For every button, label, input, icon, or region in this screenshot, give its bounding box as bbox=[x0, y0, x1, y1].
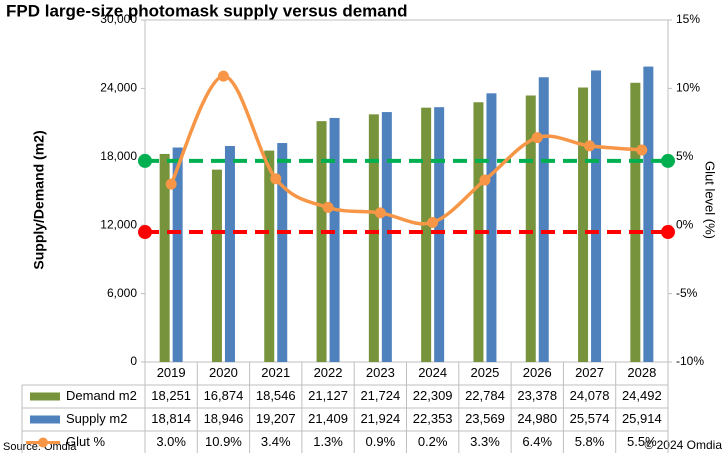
y-tick-label: 24,000 bbox=[100, 81, 137, 95]
y-tick-label: 30,000 bbox=[100, 12, 137, 26]
line-marker bbox=[636, 144, 648, 156]
x-tick-label: 2028 bbox=[627, 365, 656, 380]
bar bbox=[264, 150, 275, 362]
y2-tick-label: 10% bbox=[676, 81, 700, 95]
x-tick-label: 2027 bbox=[575, 365, 604, 380]
table-value: 18,814 bbox=[151, 411, 191, 426]
line-marker bbox=[165, 178, 177, 190]
reference-end bbox=[661, 153, 675, 168]
table-value: 3.3% bbox=[470, 434, 500, 449]
table-value: 24,078 bbox=[570, 388, 610, 403]
bar bbox=[434, 107, 445, 362]
line-marker bbox=[531, 132, 543, 144]
table-value: 23,569 bbox=[465, 411, 505, 426]
bar bbox=[172, 147, 183, 362]
bar bbox=[630, 82, 641, 362]
line-marker bbox=[217, 70, 229, 82]
legend-swatch bbox=[30, 415, 60, 424]
table-value: 23,378 bbox=[517, 388, 557, 403]
bar bbox=[421, 107, 432, 362]
x-tick-label: 2026 bbox=[523, 365, 552, 380]
table-value: 21,409 bbox=[308, 411, 348, 426]
y-tick-label: 12,000 bbox=[100, 217, 137, 231]
y2-tick-label: 0% bbox=[676, 217, 694, 231]
y2-axis-label: Glut level (%) bbox=[703, 161, 718, 239]
x-tick-label: 2025 bbox=[470, 365, 499, 380]
bar bbox=[591, 70, 602, 363]
y2-tick-label: 5% bbox=[676, 149, 694, 163]
table-value: 16,874 bbox=[204, 388, 244, 403]
table-value: 19,207 bbox=[256, 411, 296, 426]
table-value: 24,492 bbox=[622, 388, 662, 403]
table-value: 3.0% bbox=[156, 434, 186, 449]
table-value: 21,924 bbox=[360, 411, 400, 426]
legend-swatch bbox=[38, 437, 48, 448]
table-value: 21,127 bbox=[308, 388, 348, 403]
table-value: 22,309 bbox=[413, 388, 453, 403]
table-value: 0.2% bbox=[418, 434, 448, 449]
table-value: 25,574 bbox=[570, 411, 610, 426]
legend-label: Supply m2 bbox=[66, 411, 127, 426]
reference-end bbox=[138, 225, 152, 240]
x-tick-label: 2021 bbox=[261, 365, 290, 380]
bar bbox=[525, 95, 536, 363]
bar bbox=[538, 77, 549, 362]
reference-end bbox=[138, 153, 152, 168]
bar bbox=[329, 117, 340, 362]
copyright: © 2024 Omdia bbox=[644, 438, 722, 452]
table-value: 21,724 bbox=[360, 388, 400, 403]
bar bbox=[316, 121, 327, 363]
table-value: 6.4% bbox=[522, 434, 552, 449]
table-value: 10.9% bbox=[205, 434, 242, 449]
line-marker bbox=[270, 173, 282, 185]
y2-tick-label: -5% bbox=[676, 286, 698, 300]
table-value: 22,353 bbox=[413, 411, 453, 426]
table-value: 24,980 bbox=[517, 411, 557, 426]
bar bbox=[159, 153, 170, 362]
table-value: 18,946 bbox=[204, 411, 244, 426]
y-tick-label: 18,000 bbox=[100, 149, 137, 163]
y-axis-label: Supply/Demand (m2) bbox=[31, 130, 47, 269]
line-marker bbox=[584, 140, 596, 152]
table-value: 25,914 bbox=[622, 411, 662, 426]
bar bbox=[277, 143, 288, 362]
y2-tick-label: -10% bbox=[676, 354, 704, 368]
x-tick-label: 2022 bbox=[314, 365, 343, 380]
table-value: 0.9% bbox=[366, 434, 396, 449]
line-marker bbox=[427, 216, 439, 228]
y-tick-label: 6,000 bbox=[107, 286, 137, 300]
x-tick-label: 2024 bbox=[418, 365, 447, 380]
table-value: 5.8% bbox=[575, 434, 605, 449]
bar bbox=[211, 169, 222, 362]
legend-swatch bbox=[30, 392, 60, 401]
bar bbox=[578, 87, 589, 362]
bar bbox=[643, 66, 654, 363]
line-marker bbox=[374, 207, 386, 219]
bar bbox=[224, 146, 235, 362]
legend-label: Demand m2 bbox=[66, 388, 137, 403]
x-tick-label: 2020 bbox=[209, 365, 238, 380]
line bbox=[169, 74, 642, 226]
line-marker bbox=[322, 201, 334, 213]
table-value: 1.3% bbox=[313, 434, 343, 449]
bar bbox=[486, 93, 497, 362]
bar bbox=[368, 114, 379, 362]
reference-end bbox=[661, 225, 675, 240]
table-value: 5.5% bbox=[627, 434, 657, 449]
bar bbox=[381, 112, 392, 362]
table-value: 18,546 bbox=[256, 388, 296, 403]
y-tick-label: 0 bbox=[130, 354, 137, 368]
table-value: 18,251 bbox=[151, 388, 191, 403]
x-tick-label: 2023 bbox=[366, 365, 395, 380]
x-tick-label: 2019 bbox=[157, 365, 186, 380]
y2-tick-label: 15% bbox=[676, 12, 700, 26]
chart-title: FPD large-size photomask supply versus d… bbox=[6, 1, 408, 20]
line-marker bbox=[479, 174, 491, 186]
table-value: 3.4% bbox=[261, 434, 291, 449]
legend-label: Glut % bbox=[66, 434, 105, 449]
table-value: 22,784 bbox=[465, 388, 505, 403]
